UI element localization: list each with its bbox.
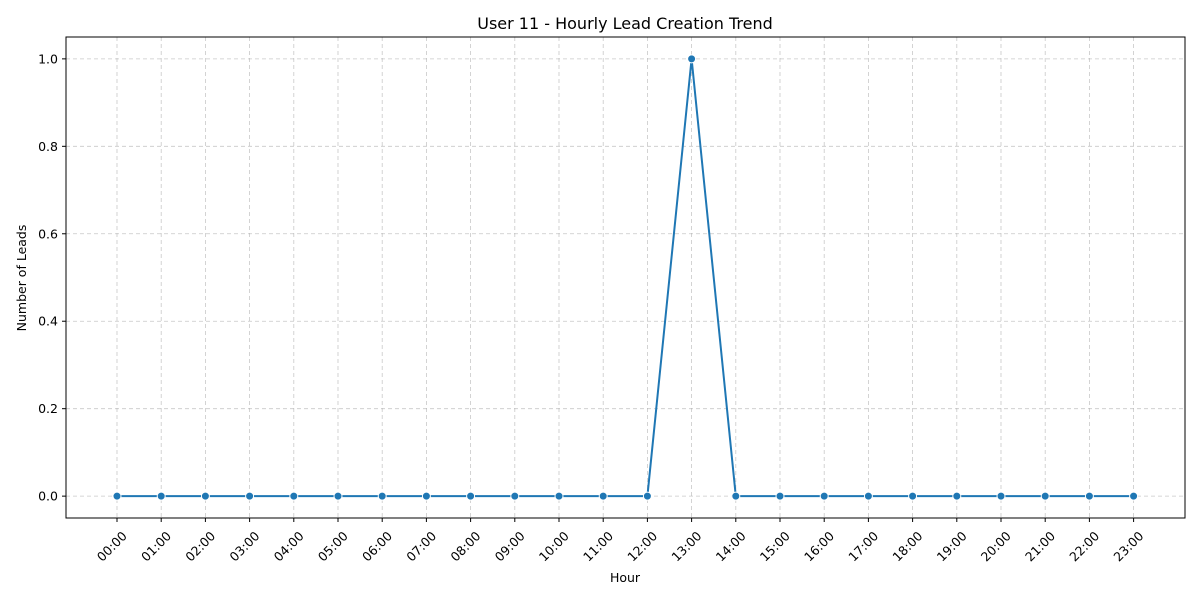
x-tick-label: 10:00 bbox=[536, 528, 572, 564]
data-point bbox=[996, 491, 1006, 501]
y-tick-label: 0.6 bbox=[38, 226, 58, 241]
data-point bbox=[289, 491, 299, 501]
data-point bbox=[156, 491, 166, 501]
x-tick-label: 12:00 bbox=[624, 528, 660, 564]
data-point bbox=[1084, 491, 1094, 501]
data-point bbox=[466, 491, 476, 501]
data-point bbox=[642, 491, 652, 501]
data-point bbox=[731, 491, 741, 501]
x-tick-label: 02:00 bbox=[182, 528, 218, 564]
y-tick-label: 0.0 bbox=[38, 489, 58, 504]
y-tick-label: 0.4 bbox=[38, 314, 58, 329]
y-axis-ticks: 0.0 0.2 0.4 0.6 0.8 1.0 bbox=[38, 51, 66, 504]
x-tick-label: 17:00 bbox=[845, 528, 881, 564]
data-point bbox=[687, 54, 697, 64]
data-point bbox=[377, 491, 387, 501]
data-point bbox=[112, 491, 122, 501]
x-tick-label: 20:00 bbox=[978, 528, 1014, 564]
data-point bbox=[510, 491, 520, 501]
x-tick-label: 15:00 bbox=[757, 528, 793, 564]
y-tick-label: 0.8 bbox=[38, 139, 58, 154]
series-group bbox=[112, 54, 1139, 501]
x-tick-label: 08:00 bbox=[447, 528, 483, 564]
y-axis-label: Number of Leads bbox=[14, 225, 29, 332]
x-tick-label: 07:00 bbox=[403, 528, 439, 564]
x-tick-label: 03:00 bbox=[226, 528, 262, 564]
x-tick-label: 19:00 bbox=[934, 528, 970, 564]
data-point bbox=[819, 491, 829, 501]
data-point bbox=[1040, 491, 1050, 501]
x-tick-label: 11:00 bbox=[580, 528, 616, 564]
x-tick-label: 00:00 bbox=[94, 528, 130, 564]
x-tick-label: 04:00 bbox=[271, 528, 307, 564]
data-point bbox=[554, 491, 564, 501]
x-tick-label: 22:00 bbox=[1066, 528, 1102, 564]
x-axis-ticks: 00:00 01:00 02:00 03:00 04:00 05:00 06:00 07:00… bbox=[94, 518, 1147, 564]
data-point bbox=[333, 491, 343, 501]
x-tick-label: 06:00 bbox=[359, 528, 395, 564]
data-point bbox=[863, 491, 873, 501]
y-tick-label: 1.0 bbox=[38, 51, 58, 66]
data-point bbox=[245, 491, 255, 501]
data-point bbox=[421, 491, 431, 501]
x-tick-label: 14:00 bbox=[713, 528, 749, 564]
data-point bbox=[775, 491, 785, 501]
axes-frame bbox=[65, 36, 1186, 519]
x-tick-label: 13:00 bbox=[668, 528, 704, 564]
x-tick-label: 23:00 bbox=[1110, 528, 1146, 564]
x-tick-label: 05:00 bbox=[315, 528, 351, 564]
grid-lines bbox=[66, 37, 1185, 518]
x-tick-label: 01:00 bbox=[138, 528, 174, 564]
data-point bbox=[908, 491, 918, 501]
data-point bbox=[1129, 491, 1139, 501]
series-line bbox=[117, 57, 1134, 498]
x-axis-label: Hour bbox=[610, 570, 641, 585]
data-point bbox=[200, 491, 210, 501]
y-tick-label: 0.2 bbox=[38, 401, 58, 416]
chart-title: User 11 - Hourly Lead Creation Trend bbox=[477, 14, 773, 33]
plot-frame bbox=[65, 36, 1186, 519]
x-tick-label: 18:00 bbox=[889, 528, 925, 564]
x-tick-label: 16:00 bbox=[801, 528, 837, 564]
x-tick-label: 21:00 bbox=[1022, 528, 1058, 564]
data-point bbox=[952, 491, 962, 501]
data-point bbox=[598, 491, 608, 501]
x-tick-label: 09:00 bbox=[492, 528, 528, 564]
